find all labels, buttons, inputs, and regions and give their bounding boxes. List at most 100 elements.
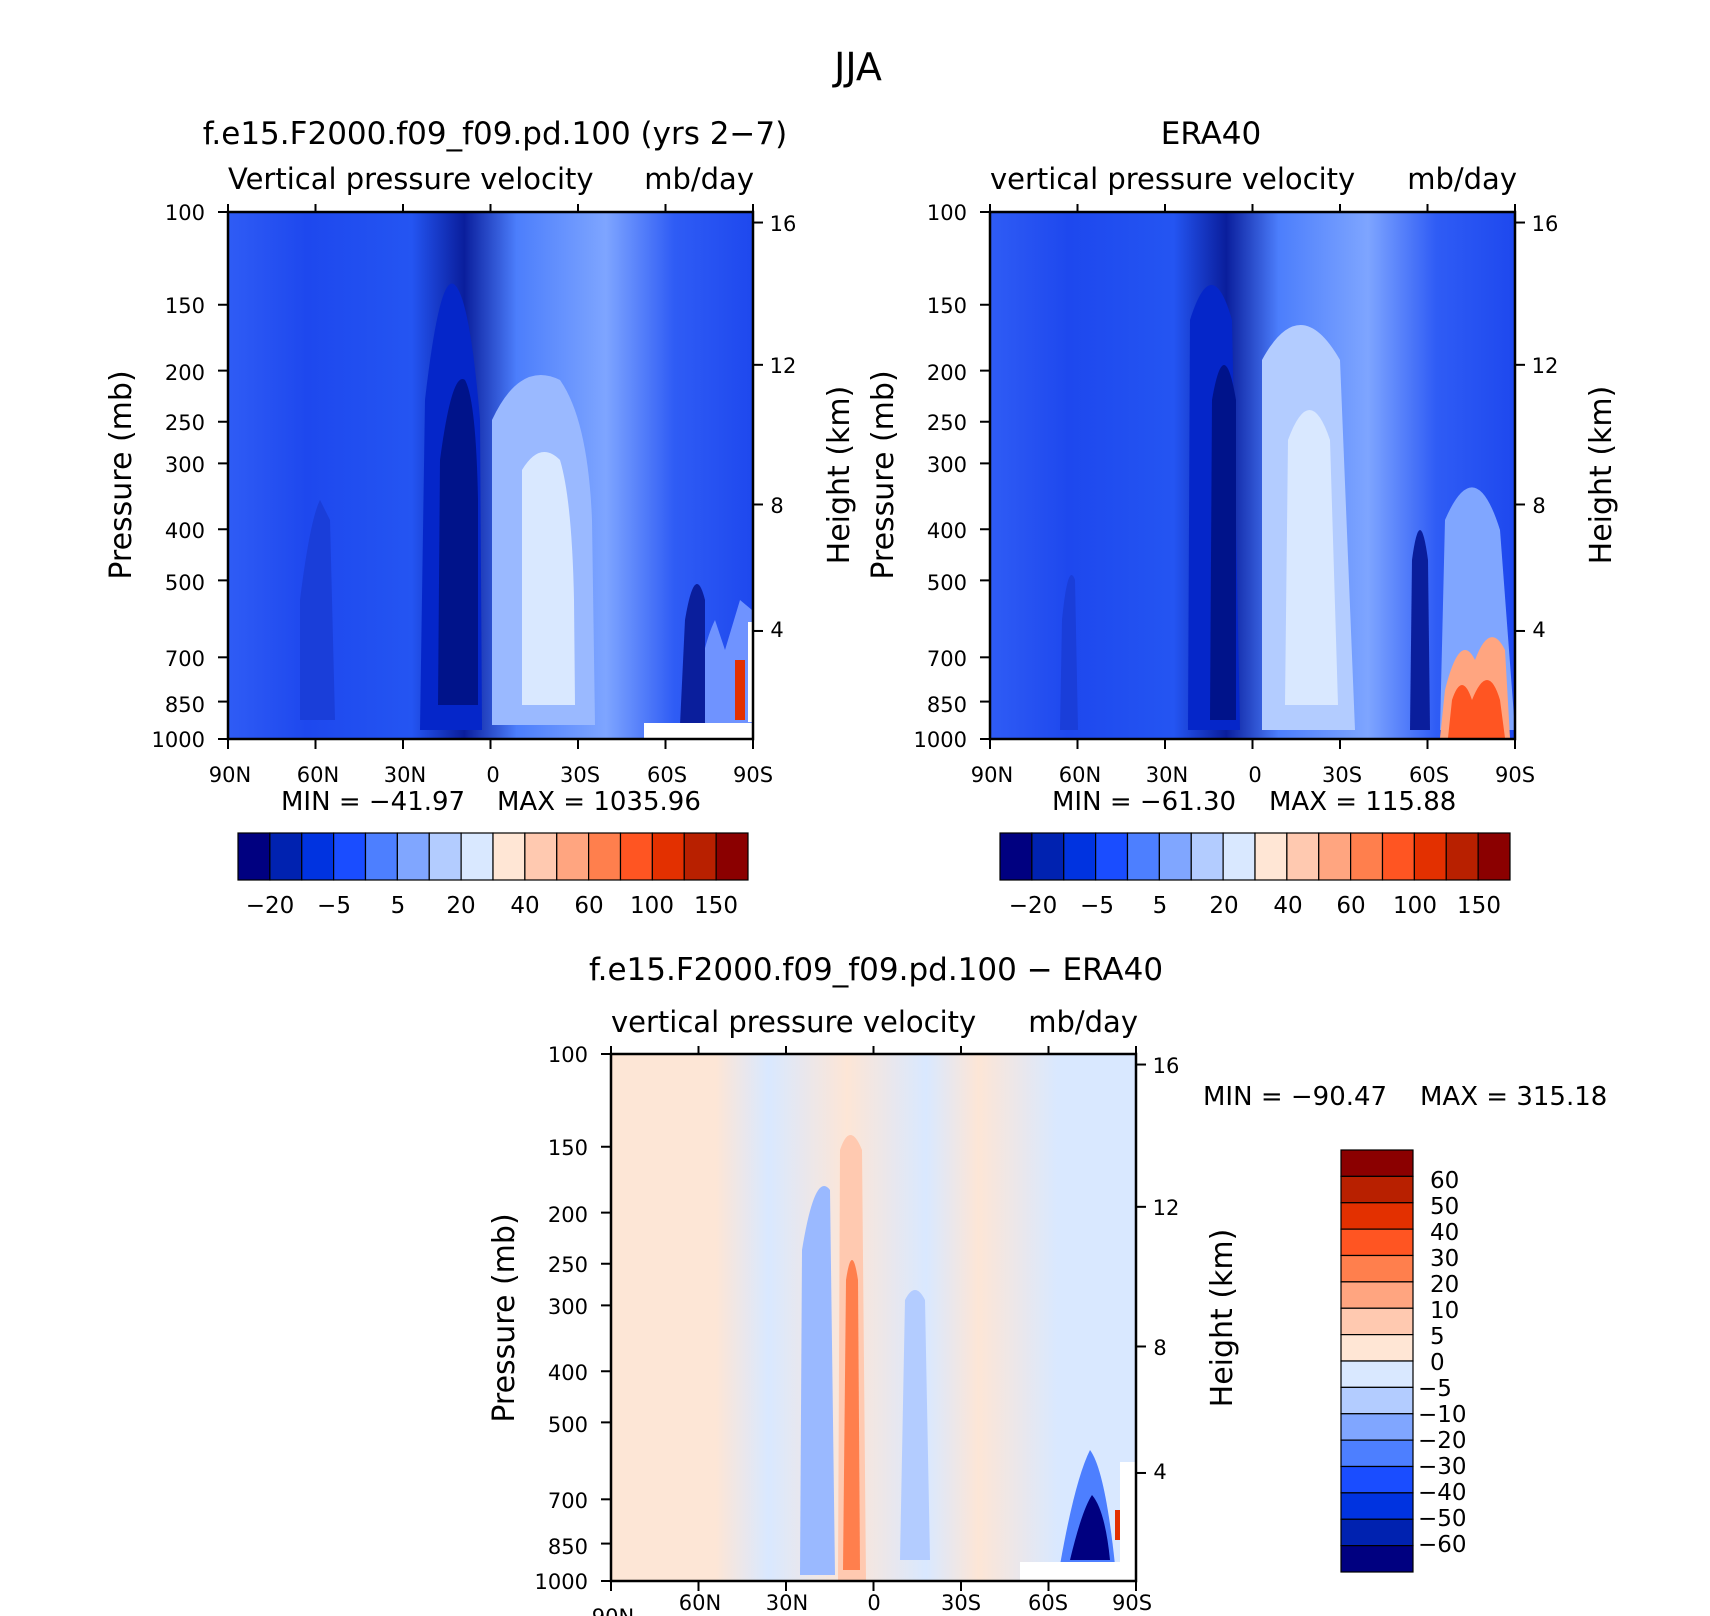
- contour-positive-spot: [735, 660, 745, 720]
- colorbar-label: −40: [1418, 1480, 1467, 1506]
- colorbar-swatch: [715, 832, 749, 881]
- colorbar-label: 5: [391, 893, 406, 919]
- colorbar-label: 40: [1273, 893, 1302, 919]
- colorbar-swatch: [237, 832, 271, 881]
- colorbar-label: 40: [1430, 1220, 1459, 1246]
- colorbar-labels: −20 −5 5 20 40 60 100 150: [246, 893, 738, 919]
- y-axis-left-labels: 100 150 200 250 300 400 500 700 850 1000: [535, 1043, 588, 1594]
- colorbar-label: 0: [1430, 1350, 1445, 1376]
- colorbar-swatch: [1254, 832, 1288, 881]
- y-axis-right-labels: 16 12 8 4: [1532, 212, 1559, 642]
- max-label: MAX = 315.18: [1420, 1082, 1607, 1112]
- colorbar-label: 40: [510, 893, 539, 919]
- x-axis-labels: 90N 60N 30N 0 30S 60S 90S: [592, 1591, 1152, 1616]
- y-tick-label: 850: [165, 693, 205, 717]
- colorbar-swatch: [1340, 1149, 1414, 1177]
- missing-data-region: [748, 622, 753, 722]
- panel-title: f.e15.F2000.f09_f09.pd.100 − ERA40: [589, 952, 1163, 988]
- colorbar-swatch: [1340, 1307, 1414, 1336]
- contour-positive-core: [1448, 680, 1505, 738]
- contour-low-northern: [1060, 575, 1078, 730]
- colorbar-swatch: [1340, 1545, 1414, 1573]
- y-tick-label: 700: [165, 647, 205, 671]
- colorbar-swatch: [683, 832, 717, 881]
- colorbar-label: −30: [1418, 1454, 1467, 1480]
- y-tick-label: 300: [548, 1295, 588, 1319]
- axis-ticks: [218, 204, 1525, 1591]
- colorbar-swatch: [396, 832, 430, 881]
- colorbar-swatch: [492, 832, 526, 881]
- colorbar-swatch: [333, 832, 367, 881]
- colorbar-label: 5: [1153, 893, 1168, 919]
- panel-subtitle-left: Vertical pressure velocity: [228, 162, 594, 196]
- plot-area: [609, 1052, 1138, 1583]
- plot-area: [988, 210, 1517, 741]
- x-axis-labels: 90N 60N 30N 0 30S 60S 90S: [971, 763, 1535, 787]
- min-label: MIN = −41.97: [281, 787, 465, 817]
- x-tick-label: 60N: [297, 763, 339, 787]
- colorbar-label: −5: [1080, 893, 1114, 919]
- colorbar-swatch: [1350, 832, 1384, 881]
- panel-subtitle-right: mb/day: [1028, 1005, 1138, 1039]
- y-right-tick-label: 16: [770, 212, 797, 236]
- colorbar-swatch: [1063, 832, 1097, 881]
- y-tick-label: 150: [165, 294, 205, 318]
- colorbar-label: 20: [1209, 893, 1238, 919]
- colorbar-swatch: [556, 832, 590, 881]
- missing-data-region: [1120, 1462, 1136, 1562]
- y-right-tick-label: 12: [1532, 354, 1559, 378]
- x-tick-label: 30N: [384, 763, 426, 787]
- colorbar-swatch: [619, 832, 653, 881]
- colorbar-label: 150: [1457, 893, 1501, 919]
- colorbar-swatch: [1340, 1518, 1414, 1547]
- y-tick-label: 150: [927, 294, 967, 318]
- y-tick-label: 850: [548, 1535, 588, 1559]
- panel-era40: ERA40 vertical pressure velocity mb/day …: [866, 116, 1619, 919]
- colorbar-label: −20: [1418, 1428, 1467, 1454]
- contour-southern-deep: [1410, 530, 1430, 730]
- colorbar-label: 150: [694, 893, 738, 919]
- missing-data-region: [1020, 1562, 1136, 1580]
- colorbar-swatch: [999, 832, 1033, 881]
- x-tick-label: 90S: [1112, 1591, 1152, 1615]
- y-axis-right-label: Height (km): [1584, 386, 1619, 565]
- x-tick-label: 30N: [766, 1591, 808, 1615]
- y-tick-label: 100: [927, 201, 967, 225]
- colorbar-label: −5: [317, 893, 351, 919]
- x-tick-label: 30S: [1322, 763, 1362, 787]
- x-tick-label: 90N: [592, 1605, 634, 1616]
- contour-itcz-core: [438, 379, 478, 705]
- y-tick-label: 1000: [535, 1570, 588, 1594]
- colorbar-label: 50: [1430, 1194, 1459, 1220]
- colorbar-swatch: [1340, 1202, 1414, 1230]
- x-tick-label: 90N: [971, 763, 1013, 787]
- colorbar-label: 20: [446, 893, 475, 919]
- colorbar-labels: −20 −5 5 20 40 60 100 150: [1009, 893, 1501, 919]
- y-right-tick-label: 4: [1532, 618, 1545, 642]
- colorbar-swatch: [1340, 1360, 1414, 1388]
- colorbar-label: 10: [1430, 1298, 1459, 1324]
- min-label: MIN = −61.30: [1052, 787, 1236, 817]
- y-axis-left-labels: 100 150 200 250 300 400 500 700 850 1000: [152, 201, 205, 752]
- x-tick-label: 0: [486, 763, 499, 787]
- contour-subsidence-core: [1285, 410, 1338, 705]
- contour-negative-side: [900, 1290, 930, 1560]
- colorbar-swatch: [1340, 1281, 1414, 1309]
- y-tick-label: 1000: [914, 728, 967, 752]
- y-axis-left-labels: 100 150 200 250 300 400 500 700 850 1000: [914, 201, 967, 752]
- y-right-tick-label: 12: [1153, 1196, 1180, 1220]
- contour-positive-core: [843, 1260, 860, 1570]
- max-label: MAX = 1035.96: [497, 787, 701, 817]
- x-tick-label: 60N: [679, 1591, 721, 1615]
- panel-title: f.e15.F2000.f09_f09.pd.100 (yrs 2−7): [203, 116, 787, 152]
- plot-background: [611, 1054, 1136, 1581]
- colorbar-swatch: [428, 832, 462, 881]
- plot-area: [226, 210, 755, 741]
- y-axis-label: Pressure (mb): [866, 370, 901, 579]
- colorbar-swatch: [1286, 832, 1320, 881]
- y-axis-label: Pressure (mb): [487, 1213, 522, 1422]
- colorbar-swatch: [1095, 832, 1129, 881]
- colorbar-label: 20: [1430, 1272, 1459, 1298]
- colorbar-label: −50: [1418, 1506, 1467, 1532]
- x-tick-label: 30S: [560, 763, 600, 787]
